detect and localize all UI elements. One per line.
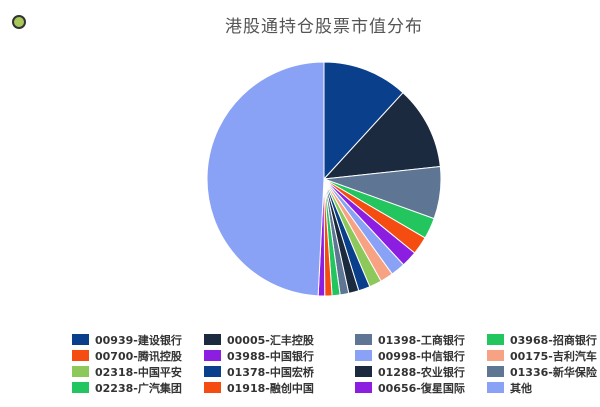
- legend-label: 01336-新华保险: [510, 365, 597, 379]
- chart-legend: 00939-建设银行 00005-汇丰控股 01398-工商银行 03968-招商银行…: [72, 333, 600, 395]
- legend-swatch: [204, 366, 221, 377]
- legend-item[interactable]: 01378-中国宏桥: [204, 365, 355, 379]
- legend-label: 01378-中国宏桥: [227, 365, 314, 379]
- legend-item[interactable]: 01336-新华保险: [487, 365, 600, 379]
- legend-item[interactable]: 01288-农业银行: [355, 365, 487, 379]
- legend-label: 00998-中信银行: [378, 349, 465, 363]
- legend-swatch: [72, 350, 89, 361]
- chart-title: 港股通持仓股票市值分布: [225, 17, 423, 37]
- legend-label: 02318-中国平安: [95, 365, 182, 379]
- legend-label: 03968-招商银行: [510, 333, 597, 347]
- legend-swatch: [72, 334, 89, 345]
- legend-swatch: [72, 366, 89, 377]
- legend-label: 00656-復星国际: [378, 381, 465, 395]
- legend-item[interactable]: 02238-广汽集团: [72, 381, 204, 395]
- legend-label: 其他: [510, 381, 532, 395]
- legend-item[interactable]: 00175-吉利汽车: [487, 349, 600, 363]
- pie-slice-2[interactable]: [322, 92, 441, 180]
- legend-item[interactable]: 03968-招商银行: [487, 333, 600, 347]
- legend-swatch: [204, 382, 221, 393]
- legend-swatch: [487, 334, 504, 345]
- legend-item[interactable]: 02318-中国平安: [72, 365, 204, 379]
- pie-slice-16[interactable]: [206, 61, 325, 297]
- legend-item[interactable]: 00998-中信银行: [355, 349, 487, 363]
- status-toggle-button[interactable]: [12, 15, 26, 29]
- legend-label: 01398-工商银行: [378, 333, 465, 347]
- legend-swatch: [355, 382, 372, 393]
- legend-label: 00175-吉利汽车: [510, 349, 597, 363]
- legend-item[interactable]: 00700-腾讯控股: [72, 349, 204, 363]
- legend-label: 02238-广汽集团: [95, 381, 182, 395]
- legend-swatch: [355, 334, 372, 345]
- legend-item[interactable]: 01918-融创中国: [204, 381, 355, 395]
- legend-label: 00700-腾讯控股: [95, 349, 182, 363]
- legend-swatch: [355, 366, 372, 377]
- legend-item[interactable]: 00939-建设银行: [72, 333, 204, 347]
- legend-swatch: [204, 334, 221, 345]
- legend-item[interactable]: 其他: [487, 381, 600, 395]
- legend-swatch: [72, 382, 89, 393]
- legend-swatch: [487, 382, 504, 393]
- pie-slice-1[interactable]: [323, 61, 404, 181]
- legend-item[interactable]: 00005-汇丰控股: [204, 333, 355, 347]
- pie-slices: [206, 61, 442, 297]
- legend-swatch: [487, 366, 504, 377]
- legend-label: 03988-中国银行: [227, 349, 314, 363]
- legend-item[interactable]: 03988-中国银行: [204, 349, 355, 363]
- legend-swatch: [487, 350, 504, 361]
- legend-label: 00005-汇丰控股: [227, 333, 314, 347]
- legend-label: 01918-融创中国: [227, 381, 314, 395]
- legend-swatch: [355, 350, 372, 361]
- legend-label: 01288-农业银行: [378, 365, 465, 379]
- legend-item[interactable]: 01398-工商银行: [355, 333, 487, 347]
- legend-swatch: [204, 350, 221, 361]
- legend-item[interactable]: 00656-復星国际: [355, 381, 487, 395]
- legend-label: 00939-建设银行: [95, 333, 182, 347]
